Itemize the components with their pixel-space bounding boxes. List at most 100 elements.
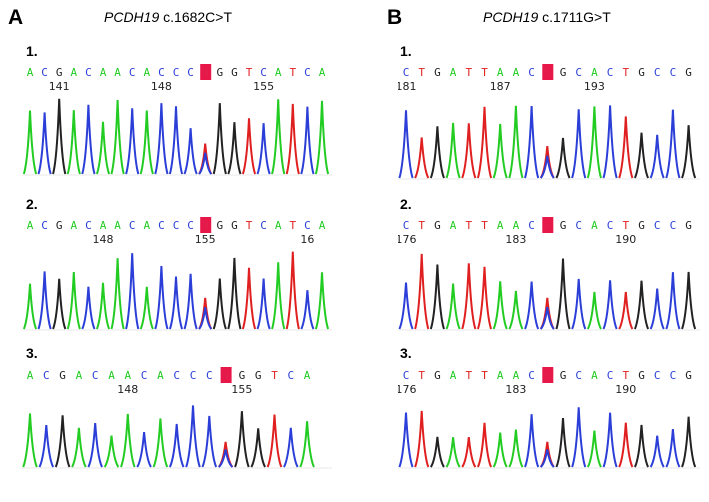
trace-peak bbox=[492, 432, 508, 468]
base-letter: A bbox=[100, 66, 107, 79]
trace-peak bbox=[52, 98, 67, 175]
trace-peak bbox=[271, 262, 286, 330]
base-letter: A bbox=[450, 369, 457, 382]
base-letter: A bbox=[157, 369, 164, 382]
trace-peak bbox=[227, 122, 242, 175]
trace-peak bbox=[586, 106, 602, 179]
base-letter: A bbox=[275, 66, 282, 79]
trace-peak bbox=[37, 271, 52, 330]
trace-peak bbox=[508, 429, 524, 468]
panel-b-title: PCDH19 c.1711G>T bbox=[483, 9, 611, 25]
base-letter: C bbox=[187, 219, 194, 232]
variant-highlight bbox=[542, 64, 554, 80]
base-letter: C bbox=[43, 369, 50, 382]
base-letter: G bbox=[560, 219, 567, 232]
trace-peak bbox=[665, 429, 681, 468]
base-letter: G bbox=[638, 66, 645, 79]
base-letter: C bbox=[575, 369, 582, 382]
trace-peak bbox=[110, 258, 125, 330]
base-letter: C bbox=[403, 66, 410, 79]
trace-peak bbox=[429, 126, 445, 179]
base-letter: N bbox=[544, 369, 551, 382]
trace-peak bbox=[555, 417, 571, 468]
base-letter: T bbox=[481, 369, 488, 382]
base-letter: G bbox=[231, 66, 238, 79]
base-letter: N bbox=[544, 66, 551, 79]
trace-peak bbox=[136, 431, 152, 468]
chromatogram-a1: A C G A C A A C A C C C N G G T C A T C A 141 148 155 bbox=[22, 62, 332, 180]
trace-peak bbox=[398, 110, 414, 179]
track-number: 1. bbox=[26, 43, 38, 59]
variant-name: c.1682C>T bbox=[163, 9, 233, 25]
base-letter: C bbox=[206, 369, 213, 382]
base-letter: C bbox=[528, 219, 535, 232]
trace-peak bbox=[429, 264, 445, 330]
trace-peak bbox=[37, 112, 52, 175]
variant-highlight bbox=[200, 217, 212, 233]
base-letter: G bbox=[239, 369, 246, 382]
position-label: 190 bbox=[615, 383, 636, 396]
base-letter: G bbox=[638, 369, 645, 382]
base-letter: G bbox=[434, 369, 441, 382]
base-letter: G bbox=[560, 369, 567, 382]
trace-peak bbox=[602, 280, 618, 330]
trace-peak bbox=[492, 281, 508, 330]
base-letter: A bbox=[143, 219, 150, 232]
position-label: 155 bbox=[195, 233, 216, 246]
base-letter: G bbox=[560, 66, 567, 79]
trace-peak bbox=[555, 258, 571, 330]
base-letter: C bbox=[304, 219, 311, 232]
trace-peak bbox=[283, 427, 299, 468]
base-letter: C bbox=[173, 369, 180, 382]
trace-peak bbox=[241, 267, 257, 330]
trace-peak bbox=[285, 103, 300, 175]
base-letter: T bbox=[418, 369, 425, 382]
base-letter: C bbox=[85, 66, 92, 79]
trace-peak bbox=[618, 291, 634, 330]
base-letter: G bbox=[56, 219, 63, 232]
position-label: 148 bbox=[151, 80, 172, 93]
base-letter: G bbox=[59, 369, 66, 382]
base-letter: G bbox=[216, 66, 223, 79]
variant-name: c.1711G>T bbox=[542, 9, 611, 25]
trace-peak bbox=[524, 281, 540, 330]
trace-peak bbox=[492, 123, 508, 179]
base-letter: A bbox=[27, 219, 34, 232]
base-letter: C bbox=[670, 369, 677, 382]
trace-peak bbox=[22, 110, 38, 175]
trace-peak bbox=[445, 437, 461, 468]
base-letter: C bbox=[654, 369, 661, 382]
trace-peak bbox=[38, 424, 55, 468]
trace-peak bbox=[681, 125, 697, 179]
base-letter: C bbox=[173, 66, 180, 79]
variant-highlight bbox=[542, 367, 554, 383]
trace-peak bbox=[398, 282, 414, 330]
trace-peak bbox=[508, 290, 524, 330]
trace-peak bbox=[266, 414, 283, 468]
chromatogram-b1: C T G A T T A A C N G C A C T G C C G 181 187 193 bbox=[398, 62, 700, 180]
trace-peak bbox=[602, 412, 618, 468]
base-letter: C bbox=[575, 66, 582, 79]
base-letter: C bbox=[41, 66, 48, 79]
trace-peak bbox=[183, 128, 198, 175]
base-letter: A bbox=[319, 219, 326, 232]
chromatogram-a3: A C G A C A A C A C C C N G G T C A 148 155 bbox=[22, 366, 332, 470]
track-number: 3. bbox=[26, 345, 38, 361]
trace-peak bbox=[103, 435, 120, 468]
panel-a-label: A bbox=[8, 6, 24, 29]
trace-peak bbox=[71, 427, 87, 468]
trace-peak bbox=[633, 424, 650, 468]
base-letter: C bbox=[528, 369, 535, 382]
trace-peak bbox=[476, 422, 493, 468]
trace-peak bbox=[602, 105, 618, 179]
trace-peak bbox=[539, 307, 555, 330]
base-letter: G bbox=[216, 219, 223, 232]
trace-peak bbox=[414, 253, 430, 330]
base-letter: G bbox=[434, 219, 441, 232]
base-letter: A bbox=[275, 219, 282, 232]
position-label: 148 bbox=[117, 383, 138, 396]
base-letter: A bbox=[70, 66, 77, 79]
trace-peak bbox=[299, 421, 315, 468]
base-letter: T bbox=[418, 66, 425, 79]
position-label: 190 bbox=[615, 233, 636, 246]
